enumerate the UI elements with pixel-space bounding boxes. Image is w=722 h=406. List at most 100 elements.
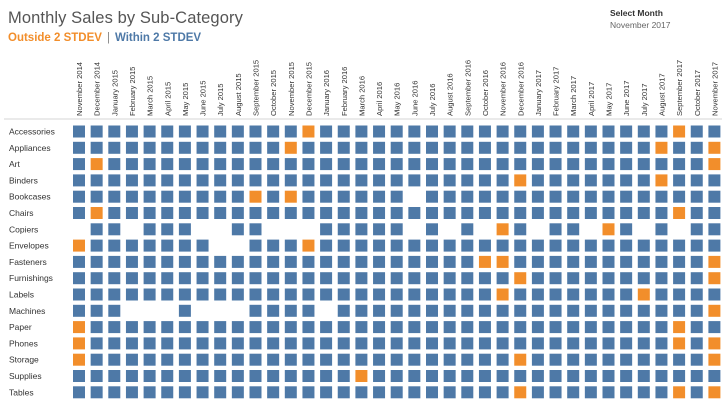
cell-bookcases-march-2017[interactable] [567, 190, 580, 203]
cell-art-february-2016[interactable] [337, 158, 350, 171]
cell-fasteners-february-2017[interactable] [549, 255, 562, 268]
cell-tables-august-2017[interactable] [655, 386, 668, 399]
cell-labels-november-2017[interactable] [708, 288, 721, 301]
cell-fasteners-december-2015[interactable] [302, 255, 315, 268]
cell-binders-november-2017[interactable] [708, 174, 721, 187]
cell-labels-august-2016[interactable] [443, 288, 456, 301]
cell-bookcases-september-2015[interactable] [249, 190, 262, 203]
cell-art-november-2016[interactable] [496, 158, 509, 171]
cell-paper-january-2017[interactable] [531, 321, 544, 334]
cell-supplies-july-2017[interactable] [637, 370, 650, 382]
cell-bookcases-october-2016[interactable] [478, 190, 491, 203]
cell-tables-january-2016[interactable] [320, 386, 333, 399]
cell-art-july-2017[interactable] [637, 158, 650, 171]
cell-bookcases-august-2015[interactable] [231, 190, 244, 203]
cell-copiers-may-2015[interactable] [178, 223, 191, 236]
cell-tables-november-2015[interactable] [284, 386, 297, 399]
cell-furnishings-november-2014[interactable] [73, 272, 85, 285]
cell-paper-october-2015[interactable] [267, 321, 280, 334]
cell-copiers-may-2016[interactable] [390, 223, 403, 236]
cell-chairs-september-2016[interactable] [461, 207, 474, 219]
cell-paper-march-2015[interactable] [143, 321, 156, 334]
cell-envelopes-january-2017[interactable] [531, 239, 544, 252]
cell-labels-november-2014[interactable] [73, 288, 85, 301]
cell-appliances-november-2016[interactable] [496, 141, 509, 154]
cell-envelopes-march-2017[interactable] [567, 239, 580, 252]
cell-fasteners-august-2017[interactable] [655, 255, 668, 268]
cell-copiers-april-2015[interactable] [161, 223, 174, 236]
cell-art-december-2016[interactable] [514, 158, 527, 171]
cell-appliances-may-2017[interactable] [602, 141, 615, 154]
cell-accessories-october-2017[interactable] [690, 125, 703, 138]
cell-binders-july-2015[interactable] [214, 174, 227, 187]
cell-phones-june-2015[interactable] [196, 337, 209, 350]
cell-labels-january-2016[interactable] [320, 288, 333, 301]
cell-binders-may-2016[interactable] [390, 174, 403, 187]
cell-labels-february-2016[interactable] [337, 288, 350, 301]
cell-art-august-2015[interactable] [231, 158, 244, 171]
cell-copiers-november-2017[interactable] [708, 223, 721, 236]
cell-art-january-2015[interactable] [108, 158, 121, 171]
cell-appliances-july-2016[interactable] [426, 141, 438, 154]
cell-chairs-may-2015[interactable] [178, 207, 191, 219]
cell-paper-march-2016[interactable] [355, 321, 368, 334]
cell-furnishings-may-2016[interactable] [390, 272, 403, 285]
cell-phones-may-2016[interactable] [390, 337, 403, 350]
cell-supplies-may-2015[interactable] [178, 370, 191, 382]
cell-binders-january-2015[interactable] [108, 174, 121, 187]
cell-chairs-august-2016[interactable] [443, 207, 456, 219]
cell-bookcases-november-2014[interactable] [73, 190, 85, 203]
cell-labels-november-2015[interactable] [284, 288, 297, 301]
cell-furnishings-january-2017[interactable] [531, 272, 544, 285]
cell-supplies-december-2015[interactable] [302, 370, 315, 382]
cell-accessories-october-2015[interactable] [267, 125, 280, 138]
cell-chairs-october-2017[interactable] [690, 207, 703, 219]
cell-phones-may-2017[interactable] [602, 337, 615, 350]
cell-binders-february-2017[interactable] [549, 174, 562, 187]
cell-appliances-december-2014[interactable] [90, 141, 103, 154]
cell-labels-october-2017[interactable] [690, 288, 703, 301]
cell-tables-march-2017[interactable] [567, 386, 580, 399]
cell-binders-january-2017[interactable] [531, 174, 544, 187]
cell-binders-november-2016[interactable] [496, 174, 509, 187]
cell-labels-june-2015[interactable] [196, 288, 209, 301]
cell-paper-november-2015[interactable] [284, 321, 297, 334]
cell-labels-october-2016[interactable] [478, 288, 491, 301]
cell-phones-march-2017[interactable] [567, 337, 580, 350]
cell-bookcases-october-2017[interactable] [690, 190, 703, 203]
cell-paper-november-2016[interactable] [496, 321, 509, 334]
cell-machines-march-2016[interactable] [355, 304, 368, 317]
cell-chairs-january-2016[interactable] [320, 207, 333, 219]
cell-phones-february-2015[interactable] [125, 337, 138, 350]
cell-storage-april-2015[interactable] [161, 353, 174, 366]
cell-machines-october-2017[interactable] [690, 304, 703, 317]
cell-chairs-february-2016[interactable] [337, 207, 350, 219]
cell-bookcases-june-2015[interactable] [196, 190, 209, 203]
cell-labels-march-2016[interactable] [355, 288, 368, 301]
cell-furnishings-march-2017[interactable] [567, 272, 580, 285]
cell-accessories-march-2015[interactable] [143, 125, 156, 138]
cell-appliances-october-2016[interactable] [478, 141, 491, 154]
cell-bookcases-may-2015[interactable] [178, 190, 191, 203]
cell-copiers-june-2017[interactable] [620, 223, 633, 236]
cell-accessories-july-2015[interactable] [214, 125, 227, 138]
cell-chairs-july-2015[interactable] [214, 207, 227, 219]
legend-within-2-stdev[interactable]: Within 2 STDEV [114, 32, 202, 44]
cell-copiers-august-2017[interactable] [655, 223, 668, 236]
cell-furnishings-december-2015[interactable] [302, 272, 315, 285]
cell-storage-august-2017[interactable] [655, 353, 668, 366]
cell-tables-may-2016[interactable] [390, 386, 403, 399]
cell-storage-august-2015[interactable] [231, 353, 244, 366]
cell-art-november-2017[interactable] [708, 158, 721, 171]
cell-accessories-july-2017[interactable] [637, 125, 650, 138]
cell-art-june-2016[interactable] [408, 158, 421, 171]
cell-art-may-2015[interactable] [178, 158, 191, 171]
cell-storage-november-2016[interactable] [496, 353, 509, 366]
cell-bookcases-august-2017[interactable] [655, 190, 668, 203]
cell-labels-september-2017[interactable] [673, 288, 686, 301]
cell-fasteners-august-2016[interactable] [443, 255, 456, 268]
cell-furnishings-march-2016[interactable] [355, 272, 368, 285]
cell-copiers-february-2016[interactable] [337, 223, 350, 236]
cell-appliances-february-2017[interactable] [549, 141, 562, 154]
cell-envelopes-april-2016[interactable] [373, 239, 386, 252]
